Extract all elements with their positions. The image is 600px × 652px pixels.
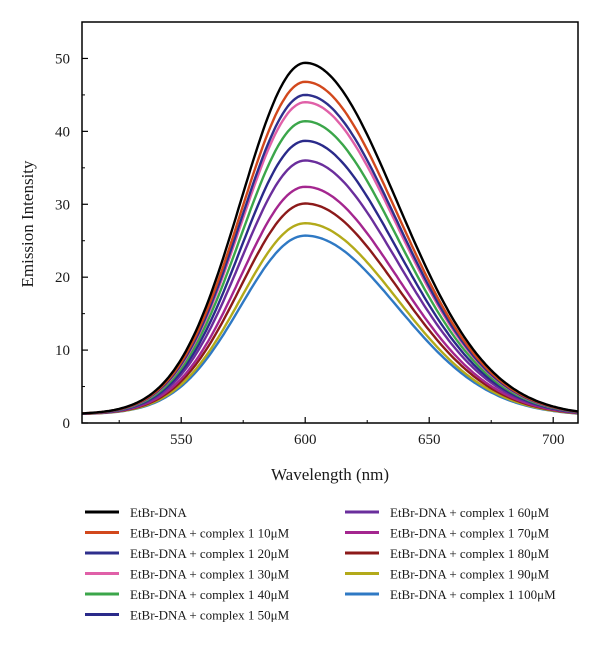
legend-label: EtBr-DNA + complex 1 100μM: [390, 587, 556, 602]
x-axis-title: Wavelength (nm): [271, 465, 389, 484]
plot-lines: [81, 61, 579, 415]
legend-label: EtBr-DNA + complex 1 80μM: [390, 546, 550, 561]
y-tick-label: 0: [63, 416, 71, 432]
y-tick-label: 40: [55, 124, 70, 140]
plot-frame: [81, 21, 579, 424]
legend-label: EtBr-DNA + complex 1 60μM: [390, 505, 550, 520]
series-line: [81, 159, 579, 415]
legend: EtBr-DNA EtBr-DNA + complex 1 10μM EtBr-DN…: [85, 505, 556, 623]
series-line: [81, 61, 579, 415]
series-line: [81, 139, 579, 415]
y-tick-label: 30: [55, 197, 70, 213]
x-tick-label: 600: [294, 432, 317, 448]
series-line: [81, 120, 579, 415]
legend-label: EtBr-DNA: [130, 505, 187, 520]
legend-label: EtBr-DNA + complex 1 70μM: [390, 526, 550, 541]
series-line: [81, 93, 579, 415]
x-tick-label: 550: [170, 432, 193, 448]
legend-label: EtBr-DNA + complex 1 50μM: [130, 608, 290, 623]
y-tick-label: 20: [55, 270, 70, 286]
series-line: [82, 202, 579, 415]
x-tick-label: 650: [418, 432, 441, 448]
series-line: [81, 185, 579, 415]
y-tick-label: 50: [55, 51, 70, 67]
legend-label: EtBr-DNA + complex 1 10μM: [130, 526, 290, 541]
x-tick-label: 700: [542, 432, 565, 448]
series-line: [81, 101, 579, 415]
legend-label: EtBr-DNA + complex 1 30μM: [130, 567, 290, 582]
legend-label: EtBr-DNA + complex 1 20μM: [130, 546, 290, 561]
y-axis: 0 10 20 30 40 50: [55, 51, 88, 432]
x-axis: 550 600 650 700: [118, 417, 565, 448]
y-axis-title: Emission Intensity: [18, 160, 37, 288]
legend-label: EtBr-DNA + complex 1 90μM: [390, 567, 550, 582]
series-line: [81, 222, 579, 415]
y-tick-label: 10: [55, 343, 70, 359]
legend-label: EtBr-DNA + complex 1 40μM: [130, 587, 290, 602]
